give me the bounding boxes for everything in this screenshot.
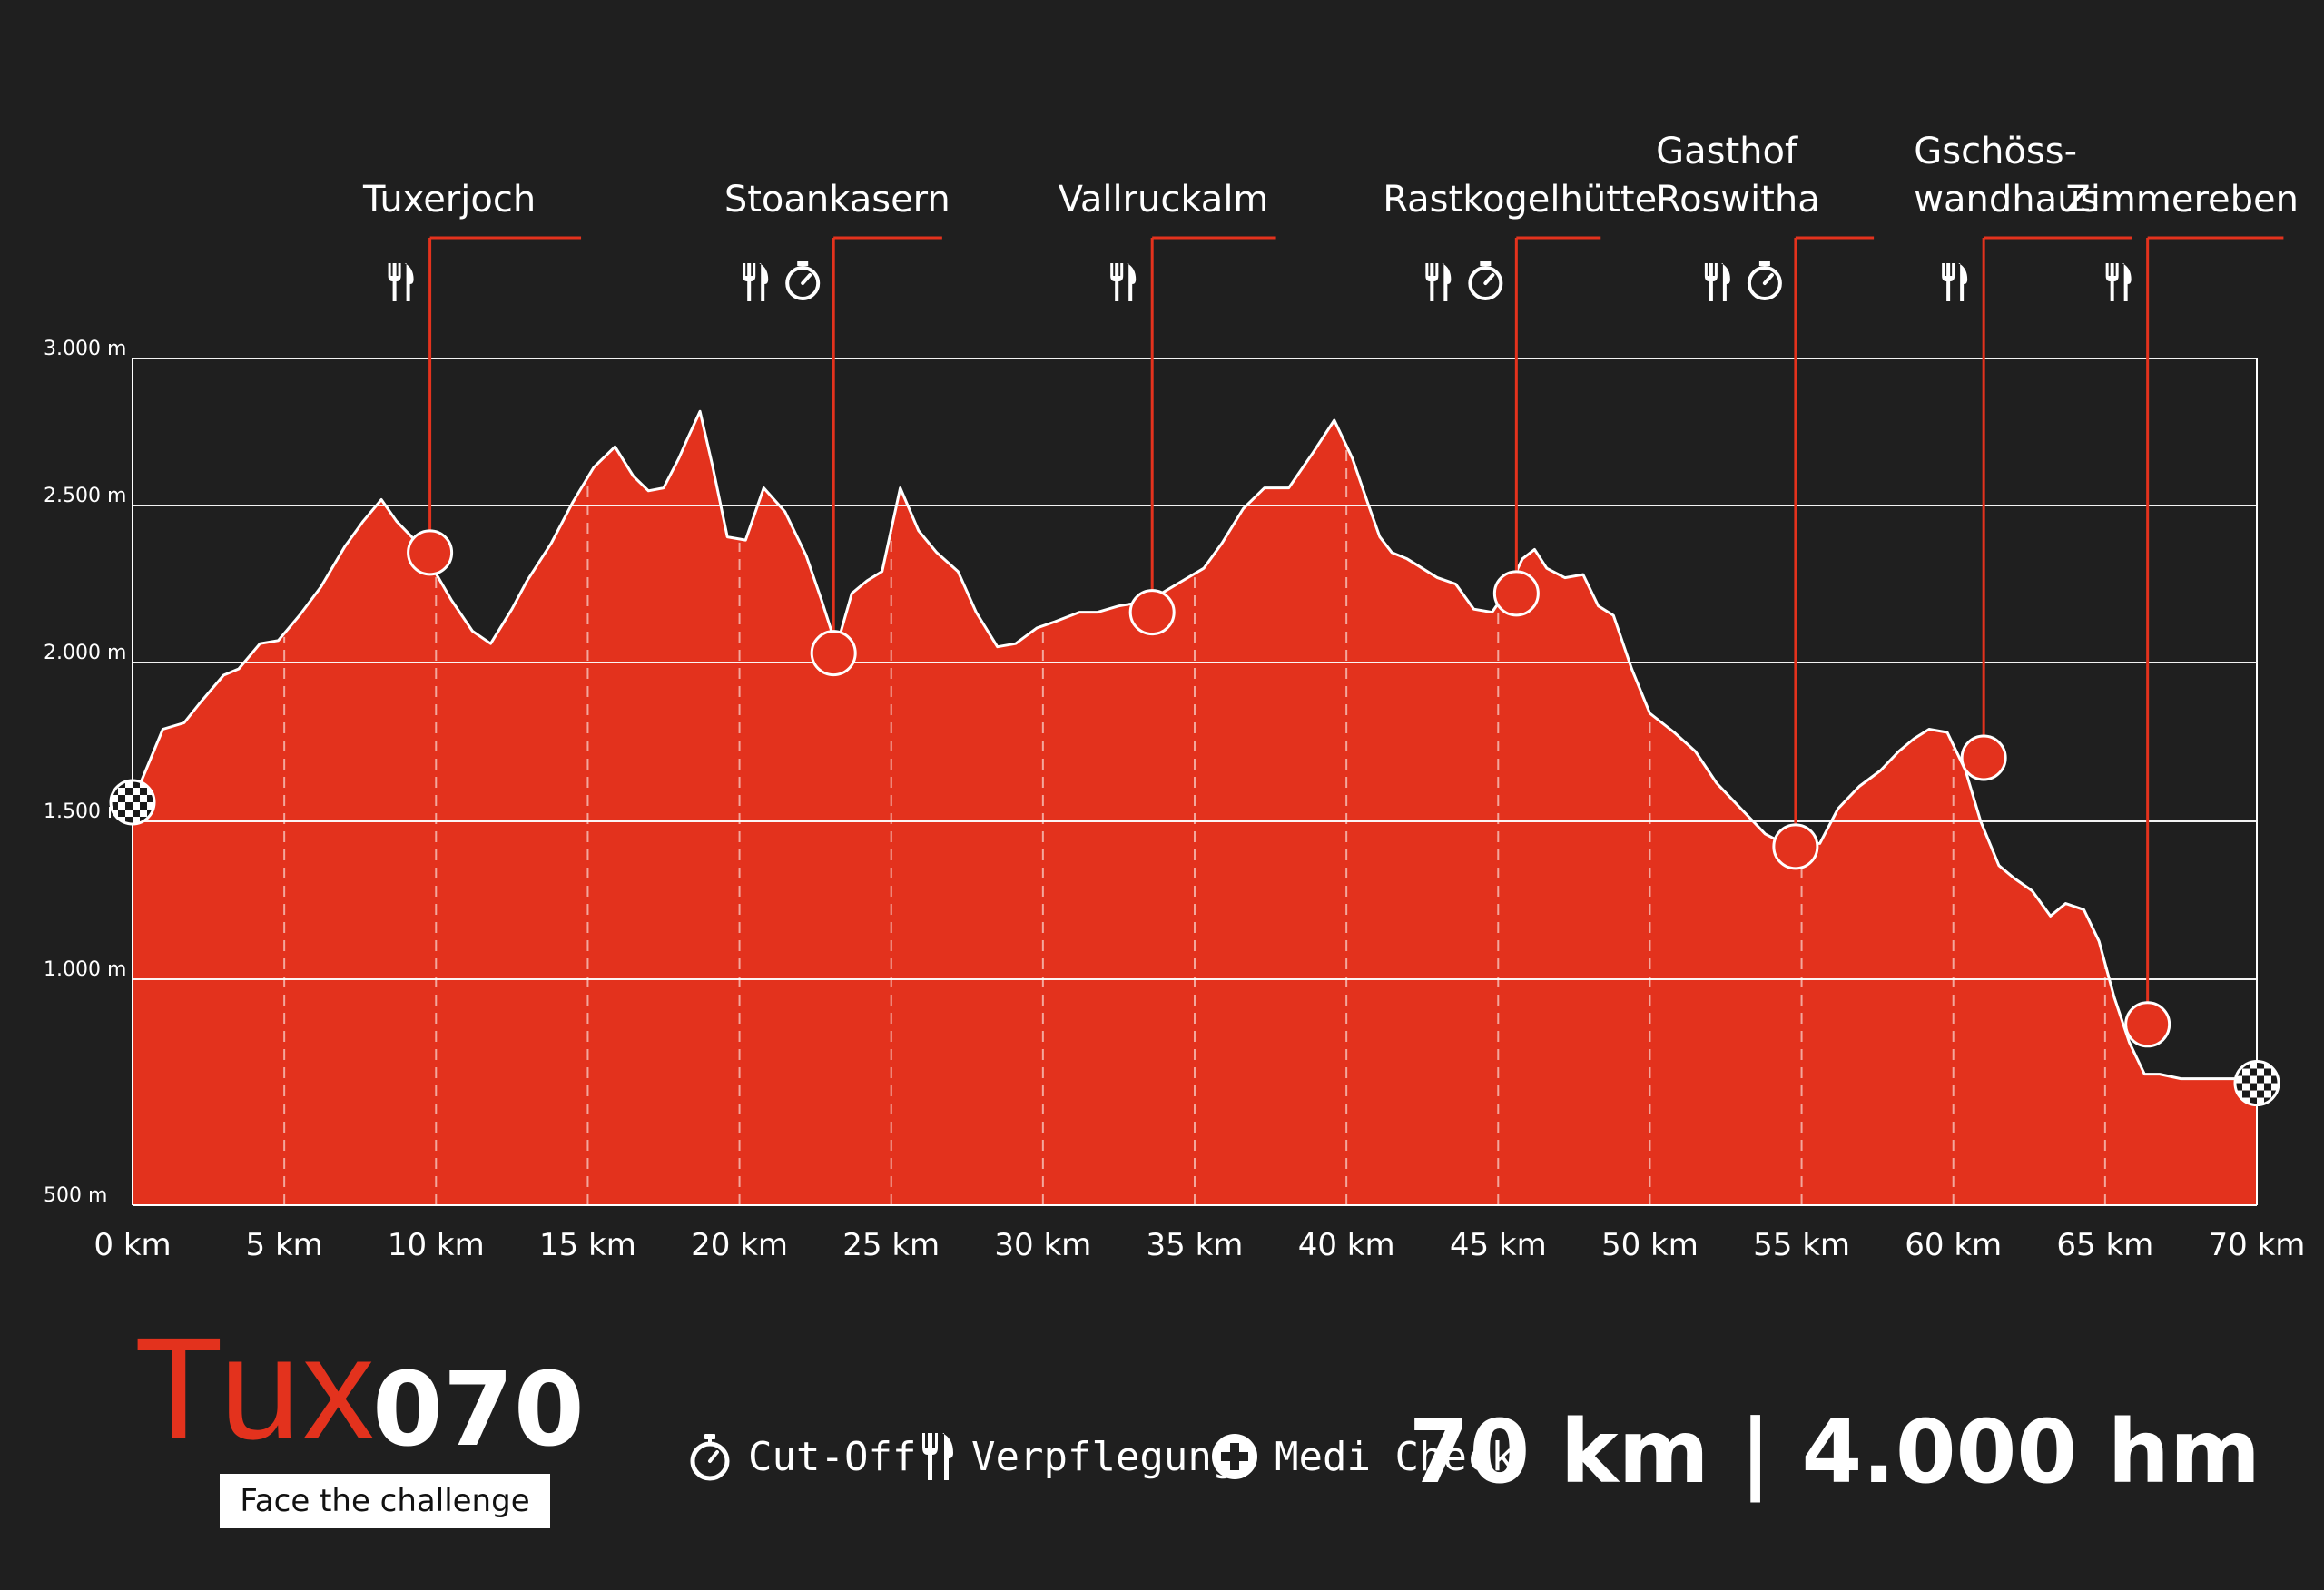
x-tick-label: 35 km — [1147, 1227, 1244, 1263]
x-tick-label: 5 km — [246, 1227, 323, 1263]
aid-station-0: Tuxerjoch — [362, 179, 582, 576]
x-tick-label: 10 km — [388, 1227, 485, 1263]
x-tick-label: 0 km — [94, 1227, 171, 1263]
checker-ring — [109, 779, 156, 826]
station-marker — [810, 630, 857, 677]
legend-food-label: Verpflegung — [971, 1433, 1236, 1480]
station-marker — [1128, 589, 1176, 636]
knife-icon — [1958, 263, 1968, 301]
station-name: Gasthof — [1656, 131, 1798, 172]
station-marker — [1772, 823, 1819, 870]
knife-icon — [1127, 263, 1137, 301]
aid-station-1: Stoankasern — [724, 179, 950, 677]
stopwatch-icon — [690, 1434, 730, 1481]
x-tick-label: 45 km — [1450, 1227, 1547, 1263]
x-tick-label: 25 km — [842, 1227, 940, 1263]
x-tick-label: 55 km — [1753, 1227, 1850, 1263]
brand-tux-text: Tux — [134, 1307, 377, 1469]
stopwatch-hand — [1762, 273, 1774, 285]
legend-food: Verpflegung — [919, 1425, 1236, 1488]
y-tick-label: 3.000 m — [44, 338, 126, 360]
stopwatch-body — [1468, 266, 1503, 300]
knife-icon — [1442, 263, 1452, 301]
station-name: wandhaus — [1914, 179, 2099, 221]
x-tick-label: 60 km — [1905, 1227, 2002, 1263]
checker-ring — [2233, 1060, 2280, 1107]
y-tick-label: 2.500 m — [44, 485, 126, 507]
station-marker — [407, 529, 454, 576]
brand-tagline: Face the challenge — [220, 1474, 550, 1528]
fork-icon — [1425, 263, 1439, 301]
knife-icon — [1720, 263, 1730, 301]
station-marker — [2124, 1001, 2171, 1048]
fork-icon — [1704, 263, 1718, 301]
station-name: Gschöss- — [1914, 131, 2077, 172]
y-tick-label: 500 m — [44, 1184, 107, 1207]
stopwatch-crown — [1480, 261, 1492, 266]
station-name: Roswitha — [1656, 179, 1820, 221]
stopwatch-hand — [801, 273, 812, 285]
medical-cross-icon — [1212, 1434, 1257, 1479]
legend-cutoff-label: Cut-Off — [748, 1433, 917, 1480]
cutlery-icon — [922, 1433, 953, 1480]
elevation-area — [133, 411, 2257, 1205]
start-flag-icon — [109, 779, 156, 826]
brand-number-text: 070 — [372, 1351, 585, 1469]
x-tick-label: 15 km — [539, 1227, 636, 1263]
knife-icon — [404, 263, 414, 301]
station-name: Rastkogelhütte — [1383, 179, 1657, 221]
station-marker — [1492, 570, 1540, 617]
station-name: Zimmereben — [2065, 179, 2299, 221]
stopwatch-body — [785, 266, 821, 300]
finish-flag-icon — [2233, 1060, 2280, 1107]
fork-icon — [388, 263, 401, 301]
knife-icon — [2122, 263, 2132, 301]
fork-icon — [743, 263, 756, 301]
distance-elevation-summary: 70 km | 4.000 hm — [1408, 1401, 2260, 1503]
station-name: Stoankasern — [724, 179, 950, 221]
legend-medi: Medi Check — [1211, 1425, 1515, 1488]
x-tick-label: 50 km — [1601, 1227, 1699, 1263]
legend-cutoff: Cut-Off — [688, 1425, 916, 1488]
fork-icon — [1942, 263, 1955, 301]
x-tick-label: 65 km — [2056, 1227, 2153, 1263]
x-tick-label: 70 km — [2209, 1227, 2306, 1263]
station-name: Vallruckalm — [1059, 179, 1269, 221]
elevation-line — [131, 409, 2258, 1085]
stopwatch-body — [1747, 266, 1782, 300]
aid-station-4: Gasthof Roswitha — [1656, 131, 1875, 870]
stopwatch-crown — [797, 261, 809, 266]
stopwatch-crown — [1758, 261, 1770, 266]
knife-icon — [759, 263, 769, 301]
x-tick-label: 20 km — [691, 1227, 788, 1263]
station-name: Tuxerjoch — [362, 179, 536, 221]
stopwatch-hand — [1483, 273, 1495, 285]
x-tick-label: 40 km — [1298, 1227, 1395, 1263]
aid-station-2: Vallruckalm — [1059, 179, 1276, 636]
y-tick-label: 2.000 m — [44, 642, 126, 664]
aid-station-5: Gschöss-wandhaus — [1914, 131, 2132, 781]
legend-medi-label: Medi Check — [1275, 1433, 1515, 1480]
station-marker — [1960, 734, 2007, 781]
x-tick-label: 30 km — [994, 1227, 1091, 1263]
fork-icon — [1110, 263, 1124, 301]
aid-station-6: Zimmereben — [2065, 179, 2299, 1048]
y-tick-label: 1.000 m — [44, 958, 126, 981]
aid-station-3: Rastkogelhütte — [1383, 179, 1657, 617]
fork-icon — [2105, 263, 2119, 301]
